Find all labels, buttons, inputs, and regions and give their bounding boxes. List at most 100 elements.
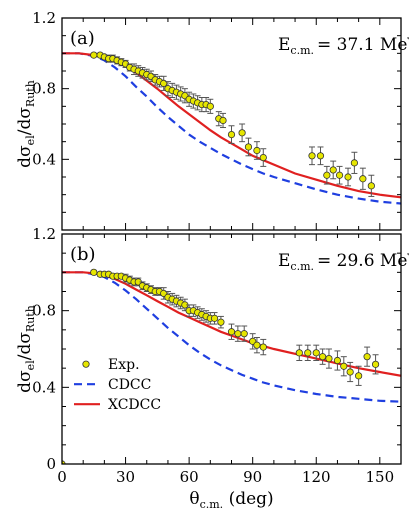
- panel-b-data-marker: [253, 341, 261, 349]
- panel-b-energy-value: = 29.6 MeV: [317, 251, 409, 271]
- panel-a-data: [62, 51, 401, 205]
- panel-b-data-point: [181, 298, 189, 312]
- panel-a-ylabel-mid: /dσ: [15, 107, 35, 136]
- panel-a-data-point: [344, 167, 352, 187]
- panel-a-data-marker: [359, 175, 367, 183]
- panel-a-data-marker: [308, 152, 316, 160]
- panel-b-ylabel-mid: /dσ: [15, 332, 35, 361]
- panel-b-data-point: [371, 354, 380, 375]
- panel-b-data-marker: [319, 353, 327, 361]
- panel-b-y-tick-label: 0.4: [32, 378, 56, 396]
- panel-b-ylabel-main: dσ: [15, 370, 35, 393]
- panel-a-data-point: [185, 91, 193, 107]
- panel-b-energy-symbol: E: [278, 251, 290, 271]
- panel-a-data-marker: [316, 152, 325, 160]
- panel-b-data-point: [234, 325, 242, 342]
- panel-b-data-marker: [346, 368, 354, 376]
- panel-b-data-point: [210, 312, 219, 325]
- panel-b-y-tick-label: 1.2: [32, 225, 56, 243]
- panel-a-data-marker: [329, 166, 337, 174]
- panel-b-data-marker: [295, 349, 303, 357]
- panel-a-data-marker: [367, 182, 375, 190]
- panel-b-data-point: [253, 337, 261, 354]
- panel-a-data-point: [215, 111, 223, 127]
- panel-b-ylabel-sub2: Ruth: [24, 305, 37, 332]
- panel-b-axes: 0 0.4 0.8 1.2 0 30 60 90 120 150: [32, 225, 402, 486]
- panel-b-data-marker: [259, 343, 267, 351]
- panel-b-data-point: [312, 344, 320, 361]
- panel-b-data-point: [319, 348, 327, 365]
- panel-b-y-tick-label: 0: [46, 455, 56, 473]
- panel-b-data-point: [340, 356, 348, 377]
- panel-a-data-marker: [238, 129, 246, 137]
- panel-b-data-point: [172, 294, 181, 308]
- panel-b-energy-label: Ec.m.= 29.6 MeV: [278, 251, 409, 273]
- panel-b-data-point: [304, 344, 312, 361]
- panel-b-data-marker: [333, 356, 342, 365]
- panel-b-data-point: [227, 323, 236, 340]
- legend-item-xcdcc: XCDCC: [74, 397, 161, 413]
- panel-b-data-point: [240, 325, 248, 342]
- x-axis-title: θc.m. (deg): [189, 489, 273, 511]
- panel-a-axes: 0.4 0.8 1.2: [32, 9, 402, 231]
- panel-a-y-tick-label: 0.4: [32, 150, 56, 168]
- panel-a-data-marker: [90, 51, 98, 59]
- panel-a-y-tick-label: 0.8: [32, 80, 56, 98]
- panel-b-data-marker: [90, 268, 98, 276]
- panel-a-energy-value: = 37.1 MeV: [317, 35, 409, 55]
- panel-b-data-marker: [234, 330, 242, 338]
- panel-b-y-axis-title: dσel/dσRuth: [15, 305, 37, 393]
- panel-a-data-marker: [335, 171, 344, 179]
- x-tick-label: 150: [365, 468, 394, 486]
- panel-a-data-marker: [259, 153, 267, 162]
- panel-b-data-marker: [340, 362, 348, 370]
- panel-a-y-axis-title: dσel/dσRuth: [15, 80, 37, 168]
- x-tick-label: 90: [243, 468, 262, 486]
- panel-a-data-marker: [219, 116, 227, 125]
- panel-b-data-point: [189, 304, 197, 317]
- panel-a-data-point: [329, 160, 337, 180]
- panel-b-y-tick-label: 0.8: [32, 302, 56, 320]
- panel-a-data-marker: [344, 173, 352, 181]
- panel-b-data-marker: [240, 330, 248, 338]
- panel-b-data-point: [363, 346, 371, 367]
- panel-a-data-point: [253, 141, 261, 160]
- xlabel-rest: (deg): [223, 489, 274, 509]
- panel-b-data: [62, 268, 401, 464]
- panel-b-data-point: [217, 315, 225, 329]
- panel-a-data-marker: [227, 131, 236, 139]
- panel-b-data-point: [325, 348, 333, 369]
- panel-a-label: (a): [70, 28, 95, 49]
- panel-b-series-cdcc: [62, 271, 401, 403]
- panel-b-data-marker: [325, 354, 333, 363]
- xlabel-main: θ: [189, 489, 199, 509]
- panel-a-data-point: [259, 148, 267, 167]
- panel-a-energy-symbol: E: [278, 35, 290, 55]
- panel-b-data-marker: [355, 372, 363, 380]
- panel-a-data-point: [244, 137, 253, 157]
- panel-a-data-marker: [244, 143, 253, 151]
- legend-label: XCDCC: [108, 397, 161, 413]
- panel-a-data-point: [238, 123, 246, 143]
- legend-label: CDCC: [108, 377, 151, 393]
- panel-a-data-point: [308, 146, 316, 166]
- panel-b-data-point: [355, 365, 363, 386]
- panel-b: 00.40.81.20 30 60 90 120 150 (b) Ec.m. = 29.6 …: [15, 225, 409, 511]
- legend-item-exp: Exp.: [82, 357, 140, 373]
- panel-a-data-point: [367, 174, 375, 197]
- panel-b-series-xcdcc: [62, 271, 401, 377]
- panel-a-ylabel-main: dσ: [15, 145, 35, 168]
- legend: Exp. CDCC XCDCC: [70, 352, 162, 417]
- panel-b-data-marker: [304, 349, 312, 357]
- panel-a-energy-subscript: c.m.: [290, 44, 314, 57]
- panel-b-data-marker: [312, 349, 320, 357]
- xlabel-sub: c.m.: [200, 498, 224, 511]
- panel-b-data-marker: [371, 360, 380, 368]
- panel-a-data-marker: [206, 102, 214, 110]
- panel-b-data-point: [259, 338, 267, 356]
- panel-a-data-point: [206, 98, 214, 114]
- panel-a-data-point: [323, 165, 331, 185]
- panel-b-data-point: [346, 361, 354, 383]
- panel-a-data-point: [316, 146, 325, 166]
- panel-a-ylabel-sub2: Ruth: [24, 80, 37, 107]
